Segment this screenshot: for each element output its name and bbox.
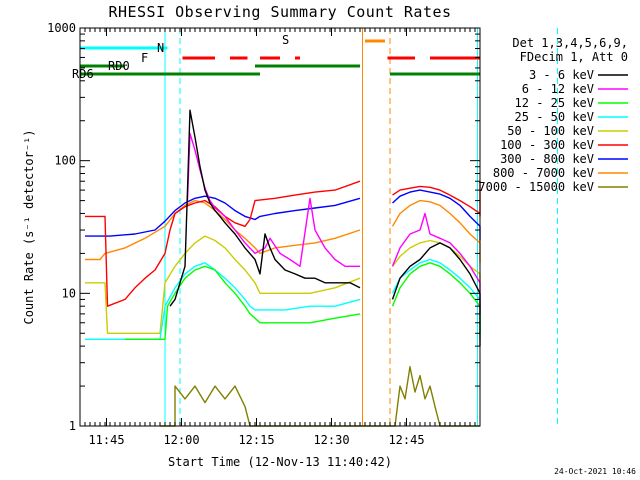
chart-title: RHESSI Observing Summary Count Rates bbox=[108, 3, 451, 21]
legend-label: 6 - 12 keV bbox=[522, 82, 594, 96]
legend-label: 100 - 300 keV bbox=[500, 138, 594, 152]
x-tick-label: 12:00 bbox=[163, 433, 199, 447]
x-axis-label: Start Time (12-Nov-13 11:40:42) bbox=[168, 455, 392, 469]
series-line bbox=[85, 180, 361, 307]
x-tick-label: 12:45 bbox=[388, 433, 424, 447]
annotation-rd0: RD0 bbox=[108, 59, 130, 73]
series-line bbox=[85, 199, 361, 261]
annotation-s: S bbox=[282, 33, 289, 47]
legend-header-2: FDecim 1, Att 0 bbox=[520, 50, 628, 64]
series-line bbox=[392, 180, 481, 217]
legend-label: 12 - 25 keV bbox=[515, 96, 594, 110]
legend-label: 800 - 7000 keV bbox=[493, 166, 594, 180]
series-line bbox=[391, 199, 481, 263]
series-line bbox=[85, 195, 361, 237]
flag-bars bbox=[80, 39, 480, 76]
y-tick-label: 10 bbox=[62, 286, 76, 300]
legend-label: 25 - 50 keV bbox=[515, 110, 594, 124]
series-line bbox=[85, 262, 361, 340]
y-tick-label: 1 bbox=[69, 419, 76, 433]
annotation-n: N bbox=[157, 41, 164, 55]
annotation-f: F bbox=[141, 51, 148, 65]
series-line bbox=[125, 265, 361, 340]
y-axis-label: Count Rate (s⁻¹ detector⁻¹) bbox=[22, 129, 36, 324]
legend-label: 7000 - 15000 keV bbox=[478, 180, 594, 194]
series-line bbox=[391, 242, 481, 347]
x-tick-label: 12:15 bbox=[238, 433, 274, 447]
y-tick-label: 1000 bbox=[47, 21, 76, 35]
marker-lines bbox=[164, 28, 558, 426]
series-line bbox=[85, 235, 361, 334]
y-tick-label: 100 bbox=[54, 154, 76, 168]
x-tick-label: 11:45 bbox=[88, 433, 124, 447]
annotation-rd6: RD6 bbox=[72, 67, 94, 81]
legend-label: 3 - 6 keV bbox=[529, 68, 594, 82]
series-line bbox=[169, 109, 361, 307]
series-line bbox=[160, 366, 480, 427]
data-series bbox=[85, 109, 481, 427]
series-line bbox=[392, 189, 481, 241]
legend-label: 300 - 800 keV bbox=[500, 152, 594, 166]
date-stamp: 24-Oct-2021 10:46 bbox=[554, 467, 636, 476]
legend-label: 50 - 100 keV bbox=[507, 124, 594, 138]
axes: 11:45 12:00 12:15 12:30 12:45 1 10 100 1000 bbox=[47, 21, 481, 447]
legend-header-1: Det 1,3,4,5,6,9, bbox=[512, 36, 628, 50]
plot-frame bbox=[79, 27, 481, 427]
x-tick-label: 12:30 bbox=[313, 433, 349, 447]
series-line bbox=[186, 132, 360, 267]
